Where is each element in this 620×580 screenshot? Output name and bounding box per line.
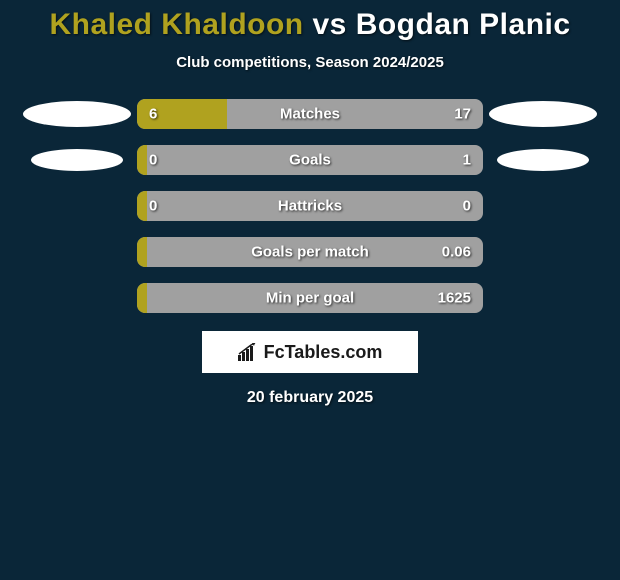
- left-side: [17, 191, 137, 221]
- player1-ellipse-icon: [31, 149, 123, 171]
- stat-row: 0 Hattricks 0: [0, 191, 620, 221]
- stat-left-value: 0: [149, 198, 157, 215]
- stat-label: Goals: [289, 152, 331, 169]
- player2-ellipse-icon: [489, 101, 597, 127]
- subtitle: Club competitions, Season 2024/2025: [0, 54, 620, 71]
- logo-text: FcTables.com: [264, 342, 383, 363]
- stat-row: Goals per match 0.06: [0, 237, 620, 267]
- stat-rows: 6 Matches 17 0 Goals 1 0 Hattricks 0 Goals per ma…: [0, 99, 620, 313]
- stat-row: 0 Goals 1: [0, 145, 620, 175]
- player2-name: Bogdan Planic: [356, 8, 571, 41]
- stat-bar-fill: [137, 191, 147, 221]
- title: Khaled Khaldoon vs Bogdan Planic: [0, 8, 620, 42]
- infographic-container: Khaled Khaldoon vs Bogdan Planic Club co…: [0, 0, 620, 407]
- stat-bar-fill: [137, 145, 147, 175]
- logo-chart-icon: [238, 343, 260, 361]
- stat-bar-fill: [137, 283, 147, 313]
- stat-right-value: 0: [463, 198, 471, 215]
- left-side: [17, 283, 137, 313]
- right-side: [483, 283, 603, 313]
- left-side: [17, 145, 137, 175]
- stat-right-value: 1: [463, 152, 471, 169]
- stat-label: Hattricks: [278, 198, 342, 215]
- player1-name: Khaled Khaldoon: [49, 8, 303, 41]
- stat-bar: 0 Goals 1: [137, 145, 483, 175]
- right-side: [483, 191, 603, 221]
- stat-bar: Min per goal 1625: [137, 283, 483, 313]
- logo: FcTables.com: [238, 342, 383, 363]
- stat-label: Min per goal: [266, 290, 354, 307]
- right-side: [483, 99, 603, 129]
- stat-bar: 6 Matches 17: [137, 99, 483, 129]
- stat-row: 6 Matches 17: [0, 99, 620, 129]
- left-side: [17, 237, 137, 267]
- vs-text: vs: [312, 8, 346, 41]
- stat-left-value: 0: [149, 152, 157, 169]
- stat-bar: 0 Hattricks 0: [137, 191, 483, 221]
- stat-label: Goals per match: [251, 244, 369, 261]
- stat-right-value: 17: [454, 106, 471, 123]
- stat-right-value: 1625: [438, 290, 471, 307]
- stat-right-value: 0.06: [442, 244, 471, 261]
- stat-row: Min per goal 1625: [0, 283, 620, 313]
- stat-bar-fill: [137, 237, 147, 267]
- right-side: [483, 145, 603, 175]
- stat-label: Matches: [280, 106, 340, 123]
- right-side: [483, 237, 603, 267]
- stat-left-value: 6: [149, 106, 157, 123]
- stat-bar: Goals per match 0.06: [137, 237, 483, 267]
- left-side: [17, 99, 137, 129]
- logo-box: FcTables.com: [202, 331, 418, 373]
- player1-ellipse-icon: [23, 101, 131, 127]
- date-text: 20 february 2025: [0, 389, 620, 407]
- player2-ellipse-icon: [497, 149, 589, 171]
